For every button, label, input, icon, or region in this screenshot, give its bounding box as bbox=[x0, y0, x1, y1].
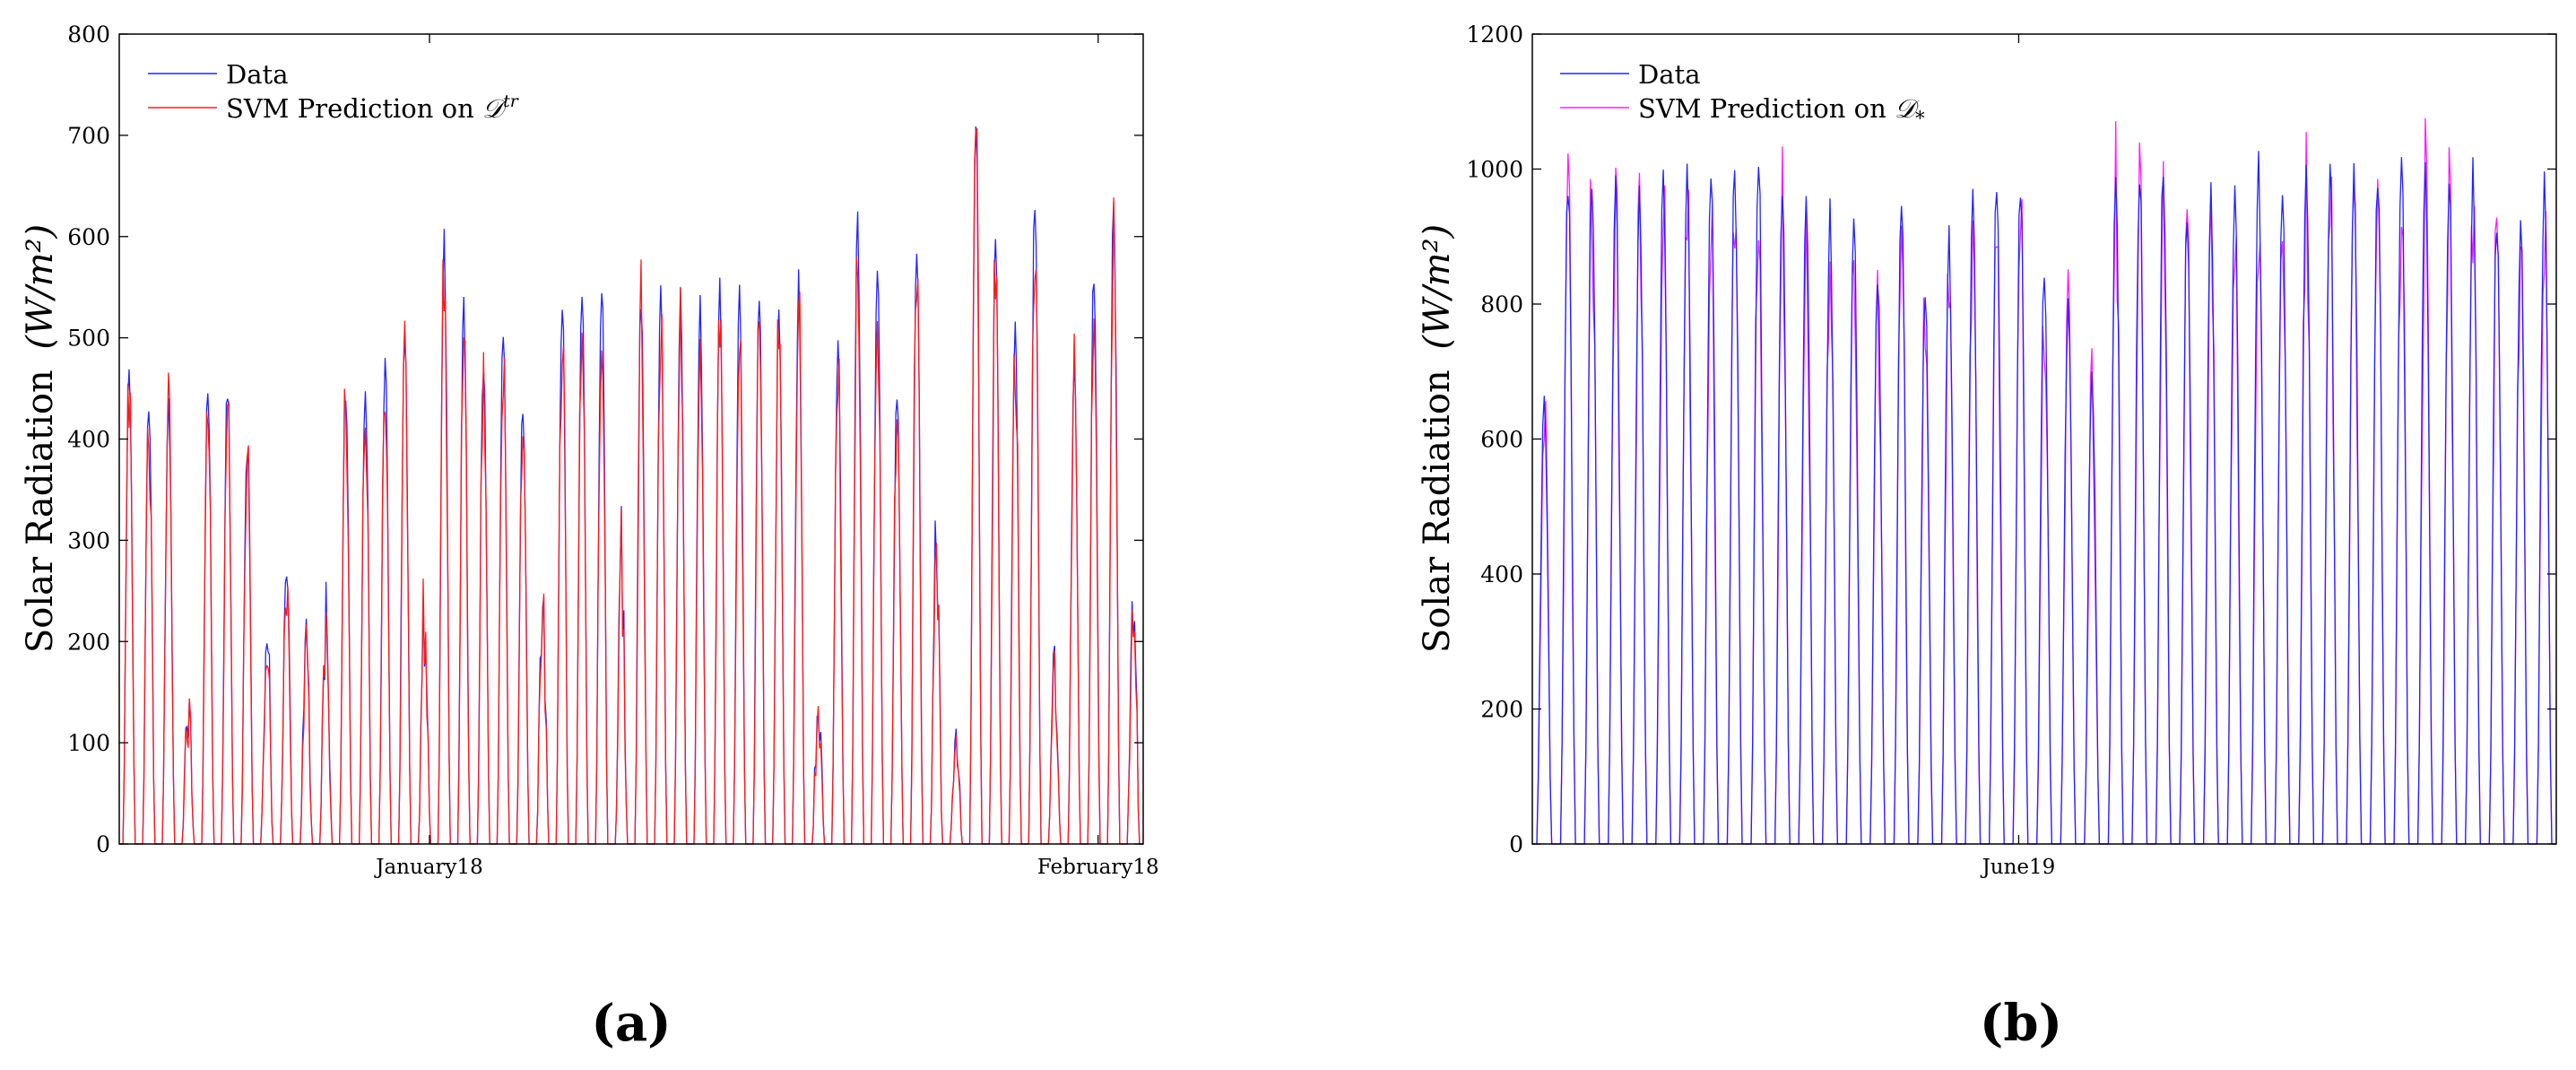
y-tick-label: 200 bbox=[1480, 697, 1523, 723]
panel-label-a: (a) bbox=[591, 994, 671, 1053]
plot-area-a bbox=[119, 34, 1143, 844]
y-tick-label: 800 bbox=[67, 22, 110, 48]
y-tick-label: 800 bbox=[1480, 291, 1523, 318]
legend-label-data: Data bbox=[1638, 59, 1700, 90]
x-ticks-b: June19 bbox=[1981, 34, 2056, 879]
y-tick-label: 1000 bbox=[1466, 157, 1523, 183]
y-axis-label-a: Solar Radiation (W/m²) bbox=[20, 224, 61, 653]
plot-area-b bbox=[1532, 34, 2556, 844]
x-tick-label: February18 bbox=[1037, 856, 1159, 879]
y-tick-label: 600 bbox=[1480, 427, 1523, 453]
y-axis-label-unit: (W/m²) bbox=[1417, 224, 1458, 350]
y-tick-label: 600 bbox=[67, 224, 110, 250]
y-tick-label: 1200 bbox=[1466, 22, 1523, 48]
y-tick-label: 100 bbox=[67, 730, 110, 756]
y-tick-label: 0 bbox=[1509, 831, 1523, 857]
legend-label-svm-text: SVM Prediction on bbox=[226, 93, 482, 124]
y-axis-label-text: Solar Radiation bbox=[20, 370, 61, 653]
legend-label-svm-sub: * bbox=[1915, 108, 1925, 129]
legend-a: Data SVM Prediction on 𝒟tr bbox=[148, 59, 520, 124]
y-tick-label: 400 bbox=[67, 427, 110, 453]
y-tick-label: 700 bbox=[67, 123, 110, 149]
legend-label-svm: SVM Prediction on 𝒟tr bbox=[226, 91, 520, 124]
legend-label-data: Data bbox=[226, 59, 288, 90]
y-tick-label: 0 bbox=[96, 831, 110, 857]
y-ticks-b: 0 200 400 600 800 1000 1200 bbox=[1466, 22, 2556, 857]
y-axis-label-unit: (W/m²) bbox=[20, 224, 61, 350]
legend-label-svm-sup: tr bbox=[503, 91, 520, 111]
y-tick-label: 200 bbox=[67, 629, 110, 655]
legend-label-svm: SVM Prediction on 𝒟* bbox=[1638, 93, 1925, 129]
chart-panel-b: 0 200 400 600 800 1000 1200 June19 Solar Radia… bbox=[1417, 22, 2557, 1053]
x-tick-label: January18 bbox=[374, 856, 483, 879]
legend-b: Data SVM Prediction on 𝒟* bbox=[1560, 59, 1925, 129]
panel-label-b: (b) bbox=[1980, 994, 2062, 1053]
y-tick-label: 300 bbox=[67, 527, 110, 553]
x-ticks-a: January18 February18 bbox=[374, 34, 1159, 879]
y-axis-label-b: Solar Radiation (W/m²) bbox=[1417, 224, 1458, 653]
y-axis-label-text: Solar Radiation bbox=[1417, 370, 1458, 653]
y-tick-label: 400 bbox=[1480, 561, 1523, 587]
y-tick-label: 500 bbox=[67, 326, 110, 352]
chart-panel-a: 0 100 200 300 400 500 600 700 800 January18 Febru… bbox=[20, 22, 1159, 1053]
y-ticks-a: 0 100 200 300 400 500 600 700 800 bbox=[67, 22, 1143, 857]
x-tick-label: June19 bbox=[1981, 856, 2056, 879]
legend-label-svm-text: SVM Prediction on bbox=[1638, 93, 1895, 124]
